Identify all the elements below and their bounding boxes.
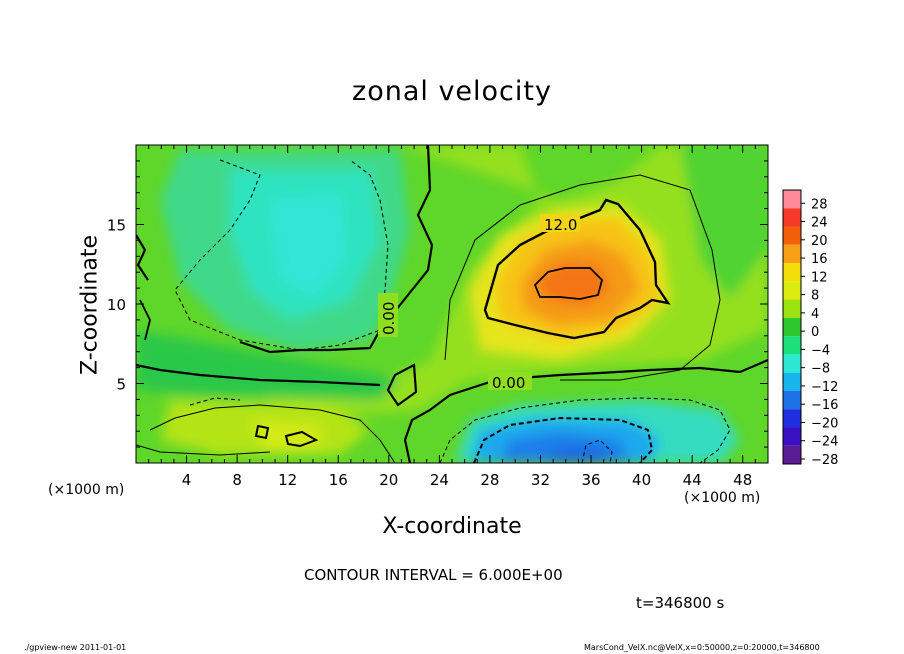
y-axis: 5 10 15 (107, 160, 768, 448)
chart-title: zonal velocity (352, 76, 552, 107)
x-tick-label: 8 (232, 471, 242, 489)
colorbar-segment (783, 409, 801, 428)
colorbar-label: −16 (811, 398, 838, 413)
x-tick-label: 20 (379, 471, 398, 489)
y-tick-label: 10 (107, 296, 126, 314)
x-axis-label: X-coordinate (382, 514, 522, 539)
colorbar-label: 20 (811, 234, 828, 249)
colorbar-segment (783, 427, 801, 446)
contour-label: 12.0 (544, 216, 577, 234)
colorbar-label: −8 (811, 362, 830, 377)
colorbar-label: 0 (811, 325, 819, 340)
time-label: t=346800 s (636, 594, 725, 612)
colorbar-label: −20 (811, 416, 838, 431)
colorbar-segment (783, 190, 801, 209)
colorbar: 28 24 20 16 12 8 4 0 −4 −8 −12 −16 −20 −24 −28 (782, 189, 838, 468)
x-tick-label: 24 (430, 471, 449, 489)
plot-field: 12.0 0.00 0.00 (136, 145, 768, 463)
colorbar-segment (783, 281, 801, 300)
colorbar-label: 12 (811, 270, 828, 285)
colorbar-segment (783, 317, 801, 337)
x-tick-label: 44 (683, 471, 702, 489)
colorbar-label: −4 (811, 343, 830, 358)
colorbar-frame (782, 189, 802, 465)
x-tick-label: 12 (278, 471, 297, 489)
field-shading (136, 145, 768, 463)
y-tick-label: 5 (116, 376, 126, 394)
colorbar-label: 8 (811, 289, 819, 304)
contour-label: 0.00 (492, 374, 525, 392)
colorbar-segment (783, 390, 801, 410)
x-unit-label-right: (×1000 m) (684, 490, 761, 506)
colorbar-segment (783, 299, 801, 318)
footer-left-text: ./gpview-new 2011-01-01 (24, 643, 127, 652)
x-unit-label-left: (×1000 m) (48, 482, 125, 498)
x-tick-label: 32 (531, 471, 550, 489)
x-tick-label: 28 (480, 471, 499, 489)
contour-interval-label: CONTOUR INTERVAL = 6.000E+00 (304, 566, 563, 584)
x-tick-label: 36 (581, 471, 600, 489)
colorbar-segment (783, 336, 801, 355)
colorbar-segment (783, 354, 801, 373)
colorbar-segment (783, 445, 801, 464)
colorbar-segment (783, 372, 801, 391)
colorbar-segment (783, 244, 801, 264)
colorbar-segment (783, 208, 801, 227)
colorbar-segment (783, 226, 801, 245)
colorbar-label: 16 (811, 252, 828, 267)
footer-right-text: MarsCond_VelX.nc@VelX,x=0:50000,z=0:2000… (584, 643, 820, 652)
colorbar-label: −24 (811, 435, 838, 450)
colorbar-label: −28 (811, 453, 838, 468)
colorbar-label: 4 (811, 307, 819, 322)
x-tick-label: 4 (182, 471, 192, 489)
colorbar-segment (783, 263, 801, 282)
y-tick-label: 15 (107, 217, 126, 235)
contour-label: 0.00 (380, 302, 398, 335)
x-tick-label: 40 (632, 471, 651, 489)
colorbar-label: 24 (811, 216, 828, 231)
x-tick-label: 48 (733, 471, 752, 489)
x-axis: 4 8 12 16 20 24 28 32 36 40 44 48 (148, 145, 756, 489)
x-tick-label: 16 (329, 471, 348, 489)
colorbar-label: −12 (811, 380, 838, 395)
colorbar-label: 28 (811, 197, 828, 212)
